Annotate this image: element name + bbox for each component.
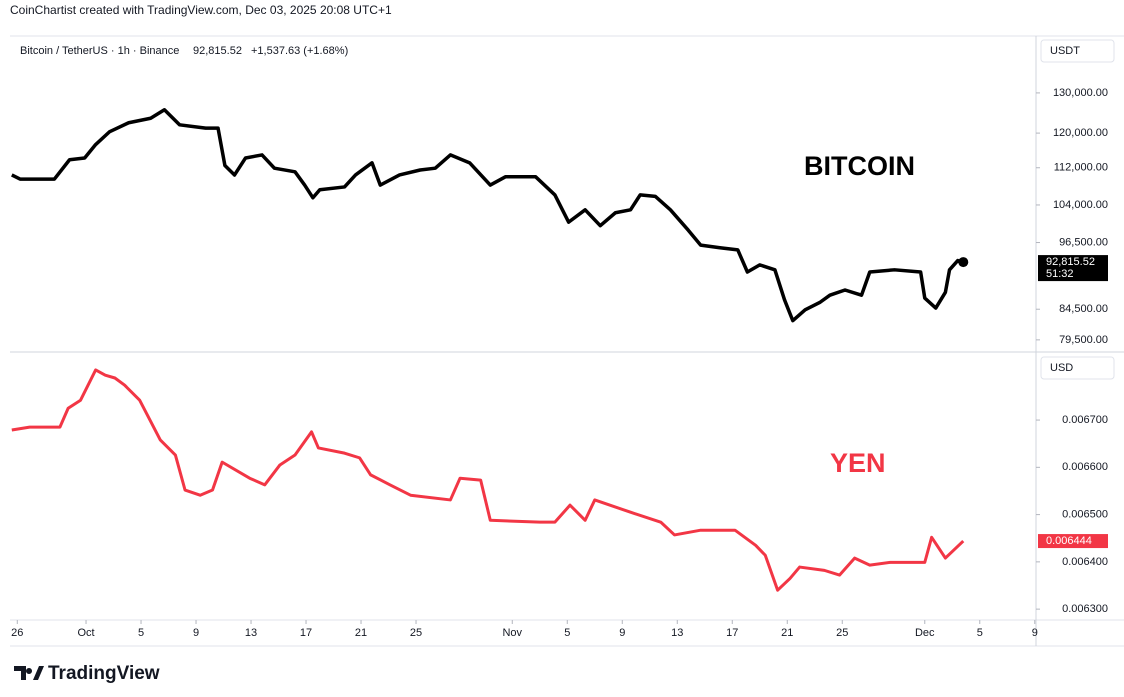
unit-box — [1040, 39, 1115, 63]
y-tick-label: 120,000.00 — [1053, 127, 1108, 139]
last-price-label: 0.006444 — [1046, 535, 1092, 547]
x-tick-label: Oct — [77, 627, 94, 639]
y-tick-label: 0.006400 — [1062, 556, 1108, 568]
y-tick-label: 84,500.00 — [1059, 303, 1108, 315]
x-tick-label: 17 — [726, 627, 738, 639]
x-tick-label: 17 — [300, 627, 312, 639]
logo-icon — [14, 666, 44, 680]
y-tick-label: 112,000.00 — [1054, 162, 1108, 174]
x-tick-label: 26 — [11, 627, 23, 639]
legend-change: +1,537.63 (+1.68%) — [251, 45, 348, 57]
y-tick-label: 0.006500 — [1062, 509, 1108, 521]
y-tick-label: 0.006700 — [1062, 414, 1108, 426]
x-tick-label: 5 — [138, 627, 144, 639]
x-tick-label: 21 — [781, 627, 793, 639]
x-tick-label: Nov — [502, 627, 522, 639]
x-tick-label: 21 — [355, 627, 367, 639]
unit-box — [1040, 356, 1115, 380]
y-tick-label: 104,000.00 — [1053, 199, 1108, 211]
legend-symbol: Bitcoin / TetherUS · 1h · Binance — [20, 45, 179, 57]
y-tick-label: 96,500.00 — [1059, 236, 1108, 248]
x-tick-label: 9 — [1032, 627, 1038, 639]
x-tick-label: 13 — [671, 627, 683, 639]
countdown-label: 51:32 — [1046, 268, 1074, 280]
legend-quote: 92,815.52 — [193, 45, 242, 57]
unit-label: USD — [1050, 362, 1073, 374]
annotation: BITCOIN — [804, 151, 915, 181]
annotation: YEN — [830, 448, 886, 478]
price-line — [11, 368, 965, 592]
x-tick-label: 5 — [564, 627, 570, 639]
logo-text: TradingView — [48, 663, 160, 684]
header: CoinChartist created with TradingView.co… — [10, 3, 392, 17]
unit-label: USDT — [1050, 45, 1080, 57]
y-tick-label: 130,000.00 — [1053, 87, 1108, 99]
last-price-box — [1038, 255, 1108, 282]
y-tick-label: 79,500.00 — [1059, 334, 1108, 346]
x-tick-label: Dec — [915, 627, 935, 639]
x-tick-label: 25 — [836, 627, 848, 639]
price-line — [11, 108, 964, 323]
x-tick-label: 9 — [193, 627, 199, 639]
last-point — [958, 257, 969, 268]
last-price-box — [1038, 534, 1108, 549]
y-tick-label: 0.006600 — [1062, 461, 1108, 473]
logo: TradingView — [14, 663, 160, 684]
x-tick-label: 25 — [410, 627, 422, 639]
y-tick-label: 0.006300 — [1062, 603, 1108, 615]
x-tick-label: 5 — [977, 627, 983, 639]
x-tick-label: 13 — [245, 627, 257, 639]
last-price-label: 92,815.52 — [1046, 256, 1095, 268]
x-tick-label: 9 — [619, 627, 625, 639]
